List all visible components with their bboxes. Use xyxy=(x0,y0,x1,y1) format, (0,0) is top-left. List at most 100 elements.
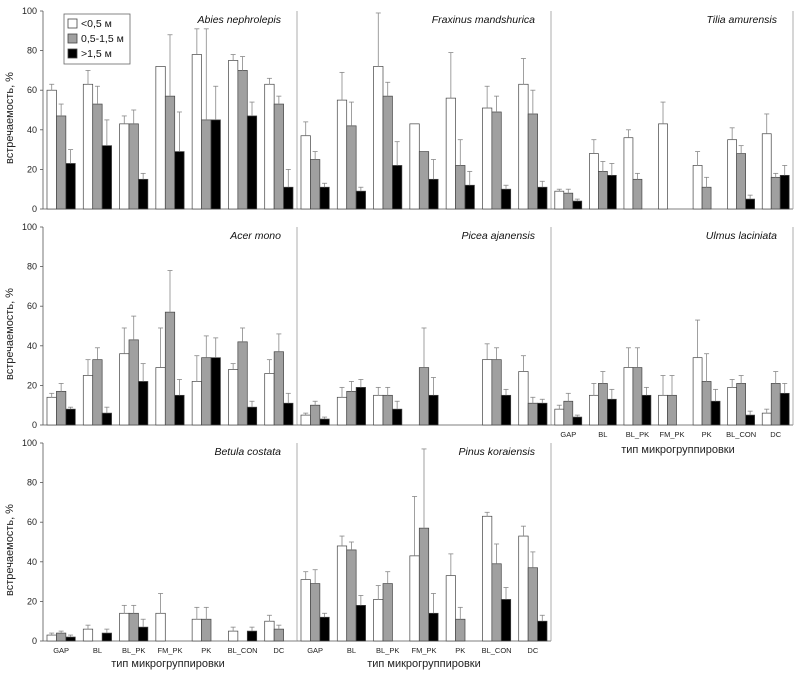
bar-tilia-amurensis-bl-con-s2 xyxy=(745,198,755,210)
bar-picea-ajanensis-gap-s1 xyxy=(310,404,321,426)
bar-ulmus-laciniata-gap-s1 xyxy=(563,400,574,426)
panels-layer: 0 20 40 60 80 100 Abies nephrolepis Fraxinus ma… xyxy=(22,6,794,655)
bar-acer-mono-bl-con-s1 xyxy=(237,341,248,426)
x-tick-label-bl-pk: BL_PK xyxy=(122,646,145,655)
bar-ulmus-laciniata-pk-s1 xyxy=(701,381,712,426)
bar-abies-nephrolepis-dc-s1 xyxy=(273,103,284,210)
panel-picea-ajanensis: Picea ajanensis xyxy=(297,227,552,426)
y-tick-label: 0 xyxy=(32,204,37,214)
panel-title: Tilia amurensis xyxy=(706,14,777,26)
bar-picea-ajanensis-dc-s0 xyxy=(518,371,529,426)
bar-fraxinus-mandshurica-gap-s1 xyxy=(310,159,321,210)
bar-abies-nephrolepis-dc-s2 xyxy=(283,186,294,210)
bar-tilia-amurensis-dc-s1 xyxy=(770,176,781,210)
bar-ulmus-laciniata-dc-s2 xyxy=(779,392,790,426)
legend-label-large: >1,5 м xyxy=(81,48,112,60)
bar-betula-costata-bl-pk-s2 xyxy=(138,626,149,642)
panel-title: Picea ajanensis xyxy=(461,230,535,242)
bar-pinus-koraiensis-pk-s1 xyxy=(455,618,466,642)
bar-ulmus-laciniata-bl-s2 xyxy=(607,398,617,426)
panel-title: Ulmus laciniata xyxy=(706,230,777,242)
y-tick-label: 100 xyxy=(22,6,37,16)
bar-betula-costata-dc-s0 xyxy=(264,620,275,642)
y-tick-label: 60 xyxy=(27,85,37,95)
y-tick-label: 40 xyxy=(27,341,37,351)
bar-betula-costata-bl-con-s2 xyxy=(246,630,258,642)
bar-ulmus-laciniata-bl-con-s0 xyxy=(727,387,737,426)
x-tick-label-bl: BL xyxy=(93,646,102,655)
bar-fraxinus-mandshurica-dc-s2 xyxy=(537,186,548,210)
bar-pinus-koraiensis-bl-pk-s0 xyxy=(373,599,384,642)
bar-tilia-amurensis-gap-s1 xyxy=(563,192,574,210)
bar-fraxinus-mandshurica-fm-pk-s0 xyxy=(409,123,420,210)
bar-betula-costata-dc-s1 xyxy=(273,628,284,642)
bar-fraxinus-mandshurica-fm-pk-s1 xyxy=(418,151,430,210)
bar-acer-mono-dc-s1 xyxy=(273,351,284,426)
bar-picea-ajanensis-fm-pk-s2 xyxy=(428,394,439,426)
x-tick-label-pk: PK xyxy=(455,646,465,655)
x-tick-label-pk: PK xyxy=(702,430,712,439)
bar-abies-nephrolepis-bl-pk-s0 xyxy=(119,123,130,210)
bar-tilia-amurensis-fm-pk-s0 xyxy=(658,123,668,210)
y-tick-label: 20 xyxy=(27,164,37,174)
bar-abies-nephrolepis-fm-pk-s0 xyxy=(155,66,166,210)
bar-acer-mono-gap-s1 xyxy=(56,390,67,426)
bar-ulmus-laciniata-gap-s0 xyxy=(554,408,565,426)
bar-acer-mono-bl-pk-s1 xyxy=(128,339,139,426)
bar-tilia-amurensis-pk-s1 xyxy=(701,186,712,210)
bar-betula-costata-bl-con-s0 xyxy=(228,630,239,642)
bar-acer-mono-fm-pk-s0 xyxy=(155,367,166,426)
panel-abies-nephrolepis: 0 20 40 60 80 100 Abies nephrolepis xyxy=(22,6,298,214)
bar-fraxinus-mandshurica-gap-s0 xyxy=(300,135,311,210)
bar-tilia-amurensis-gap-s0 xyxy=(554,190,565,210)
bar-fraxinus-mandshurica-bl-pk-s1 xyxy=(382,95,393,210)
bar-pinus-koraiensis-dc-s0 xyxy=(518,535,529,642)
x-tick-label-gap: GAP xyxy=(560,430,576,439)
bar-acer-mono-gap-s2 xyxy=(65,408,76,426)
bar-abies-nephrolepis-bl-pk-s1 xyxy=(128,123,139,210)
bar-ulmus-laciniata-fm-pk-s0 xyxy=(658,394,668,426)
bar-pinus-koraiensis-bl-con-s2 xyxy=(500,599,512,642)
x-tick-label-fm-pk: FM_PK xyxy=(157,646,182,655)
bar-abies-nephrolepis-bl-pk-s2 xyxy=(138,178,149,210)
bar-fraxinus-mandshurica-dc-s0 xyxy=(518,83,529,210)
bar-ulmus-laciniata-bl-pk-s1 xyxy=(632,367,643,426)
bar-pinus-koraiensis-bl-con-s1 xyxy=(491,563,502,642)
bar-acer-mono-fm-pk-s1 xyxy=(164,311,176,426)
x-tick-label-bl-con: BL_CON xyxy=(726,430,756,439)
bar-betula-costata-gap-s2 xyxy=(65,636,76,642)
y-tick-label: 80 xyxy=(27,46,37,56)
bar-ulmus-laciniata-bl-con-s1 xyxy=(736,383,746,426)
bar-betula-costata-bl-pk-s1 xyxy=(128,612,139,642)
bar-abies-nephrolepis-bl-s0 xyxy=(82,83,94,210)
bar-betula-costata-bl-s0 xyxy=(82,628,94,642)
legend-label-small: <0,5 м xyxy=(81,18,112,30)
bar-abies-nephrolepis-dc-s0 xyxy=(264,83,275,210)
panel-fraxinus-mandshurica: Fraxinus mandshurica xyxy=(297,11,552,210)
bar-picea-ajanensis-bl-pk-s1 xyxy=(382,394,393,426)
bar-ulmus-laciniata-pk-s2 xyxy=(710,400,721,426)
y-tick-label: 80 xyxy=(27,478,37,488)
panel-title: Fraxinus mandshurica xyxy=(432,14,535,26)
panel-ulmus-laciniata: Ulmus laciniata GAP BL BL_PK FM_PK PK BL_CON DC xyxy=(551,227,794,439)
bar-tilia-amurensis-bl-pk-s1 xyxy=(632,178,643,210)
bar-ulmus-laciniata-bl-pk-s2 xyxy=(641,394,652,426)
bar-picea-ajanensis-bl-pk-s2 xyxy=(392,408,403,426)
bar-fraxinus-mandshurica-pk-s0 xyxy=(445,97,456,210)
bar-pinus-koraiensis-gap-s0 xyxy=(300,579,311,642)
y-tick-label: 60 xyxy=(27,301,37,311)
x-tick-label-gap: GAP xyxy=(53,646,69,655)
bar-betula-costata-bl-pk-s0 xyxy=(119,612,130,642)
bar-abies-nephrolepis-fm-pk-s2 xyxy=(174,151,185,210)
x-axis-label-panel-betula: тип микрогруппировки xyxy=(111,658,225,670)
x-axis-label-panel-ulmus: тип микрогруппировки xyxy=(621,444,735,456)
bar-tilia-amurensis-bl-s1 xyxy=(598,171,608,210)
bar-ulmus-laciniata-dc-s1 xyxy=(770,383,781,426)
bar-tilia-amurensis-bl-con-s0 xyxy=(727,139,737,210)
legend-swatch-large xyxy=(67,48,78,59)
y-axis-label-row-2: встречаемость, % xyxy=(4,288,16,380)
y-axis-label-row-3: встречаемость, % xyxy=(4,504,16,596)
bar-acer-mono-gap-s0 xyxy=(46,396,57,426)
